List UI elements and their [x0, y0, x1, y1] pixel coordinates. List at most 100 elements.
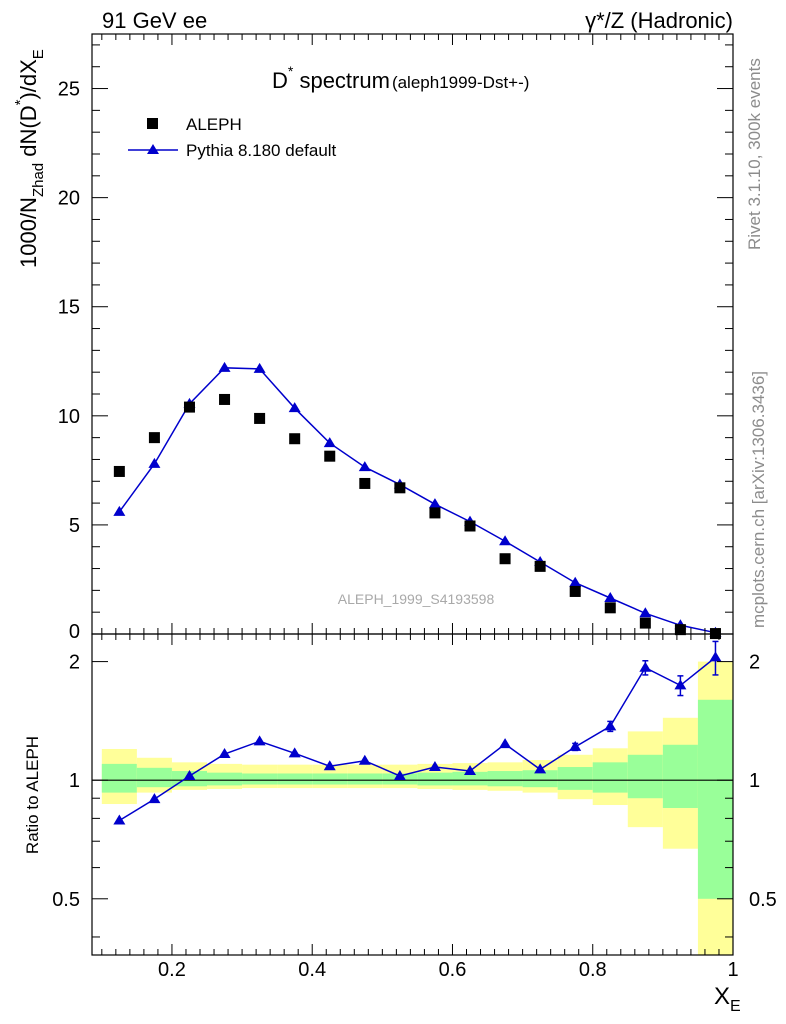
band-green	[487, 771, 523, 787]
ratio-point	[604, 720, 617, 731]
pythia-point	[148, 457, 161, 468]
band-green	[627, 754, 663, 799]
ratio-point	[569, 740, 582, 751]
legend-marker-aleph	[147, 118, 158, 129]
aleph-point	[569, 585, 581, 597]
chart-title-main: D	[272, 68, 288, 93]
aleph-point	[289, 433, 301, 445]
aleph-point	[394, 482, 406, 494]
band-green	[417, 772, 453, 786]
upper-data-layer	[113, 361, 722, 640]
pythia-point	[113, 505, 126, 516]
ratio-point	[393, 769, 406, 780]
y-tick-label: 25	[58, 79, 80, 101]
band-green	[347, 773, 383, 785]
aleph-point	[604, 602, 616, 614]
ratio-bands	[92, 661, 733, 955]
aleph-point	[148, 432, 160, 444]
ratio-y-axis-label: Ratio to ALEPH	[23, 736, 42, 854]
y-tick-label: 5	[69, 515, 80, 537]
pythia-point	[358, 461, 371, 472]
ratio-y-tick-label: 0.5	[52, 889, 80, 911]
ratio-y-tick-label-right: 2	[749, 652, 760, 674]
header-left: 91 GeV ee	[102, 8, 207, 33]
legend: ALEPH Pythia 8.180 default	[128, 115, 337, 160]
pythia-point	[499, 535, 512, 546]
aleph-point	[674, 624, 686, 636]
chart-title-rest: spectrum	[293, 68, 390, 93]
band-green	[312, 773, 348, 785]
ratio-y-tick-label-right: 0.5	[749, 889, 777, 911]
ratio-point	[218, 748, 231, 759]
ratio-point	[288, 747, 301, 758]
ratio-point	[428, 761, 441, 772]
band-green	[242, 773, 278, 785]
ratio-point	[113, 814, 126, 825]
ylabel-a-sub: Zhad	[30, 163, 47, 197]
ratio-point	[253, 735, 266, 746]
ratio-y-tick-label: 2	[69, 652, 80, 674]
band-green	[277, 773, 313, 785]
pythia-point	[288, 402, 301, 413]
ylabel-c-sub: E	[30, 49, 47, 59]
lower-data-layer	[113, 640, 722, 825]
ratio-point	[323, 760, 336, 771]
x-tick-label: 1	[727, 959, 738, 981]
chart-title-sup: *	[288, 63, 294, 79]
watermark-label: ALEPH_1999_S4193598	[338, 591, 495, 607]
y-tick-label: 15	[58, 297, 80, 319]
aleph-point	[359, 477, 371, 489]
legend-label-aleph: ALEPH	[186, 115, 242, 134]
band-green	[592, 762, 628, 793]
pythia-point	[323, 437, 336, 448]
x-tick-label: 0.4	[298, 959, 326, 981]
pythia-point	[253, 362, 266, 373]
pythia-point	[569, 576, 582, 587]
chart-title: D* spectrum (aleph1999-Dst+-)	[272, 63, 529, 93]
y-tick-label: 10	[58, 406, 80, 428]
aleph-point	[183, 401, 195, 413]
header-right: γ*/Z (Hadronic)	[585, 8, 733, 33]
ylabel-b: dN(D	[16, 105, 41, 162]
legend-marker-pythia	[147, 144, 159, 154]
ratio-point	[464, 765, 477, 776]
aleph-point	[464, 520, 476, 532]
band-green	[452, 771, 488, 786]
ratio-y-tick-label-right: 1	[749, 770, 760, 792]
lower-frame	[91, 633, 734, 956]
ratio-point	[709, 651, 722, 662]
band-green	[557, 767, 593, 790]
aleph-point	[639, 617, 651, 629]
aleph-point	[113, 465, 125, 477]
x-axis-label: XE	[714, 983, 741, 1015]
pythia-line	[118, 367, 716, 634]
band-green	[136, 767, 172, 788]
pythia-point	[428, 498, 441, 509]
pythia-point	[639, 607, 652, 618]
aleph-point	[429, 507, 441, 519]
ratio-point	[148, 793, 161, 804]
aleph-point	[324, 450, 336, 462]
ratio-point	[674, 679, 687, 690]
ylabel-b-sup: *	[12, 99, 29, 105]
x-tick-label: 0.8	[579, 959, 607, 981]
ylabel-c: )/dX	[16, 59, 41, 100]
upper-y-axis-label: 1000/NZhad dN(D*)/dXE	[12, 49, 47, 268]
ratio-point	[183, 769, 196, 780]
pythia-point	[604, 592, 617, 602]
band-green	[207, 772, 243, 786]
ratio-point	[534, 763, 547, 774]
ratio-point	[358, 754, 371, 765]
x-axis-label-main: X	[714, 983, 730, 1010]
ratio-point	[499, 738, 512, 749]
pythia-point	[218, 361, 231, 372]
x-tick-label: 0.6	[439, 959, 467, 981]
x-axis-label-sub: E	[730, 998, 741, 1015]
band-green	[522, 770, 558, 788]
mcplots-label: mcplots.cern.ch [arXiv:1306.3436]	[749, 371, 768, 628]
chart-title-sub: (aleph1999-Dst+-)	[392, 73, 530, 92]
aleph-point	[499, 553, 511, 565]
x-tick-label: 0.2	[158, 959, 186, 981]
